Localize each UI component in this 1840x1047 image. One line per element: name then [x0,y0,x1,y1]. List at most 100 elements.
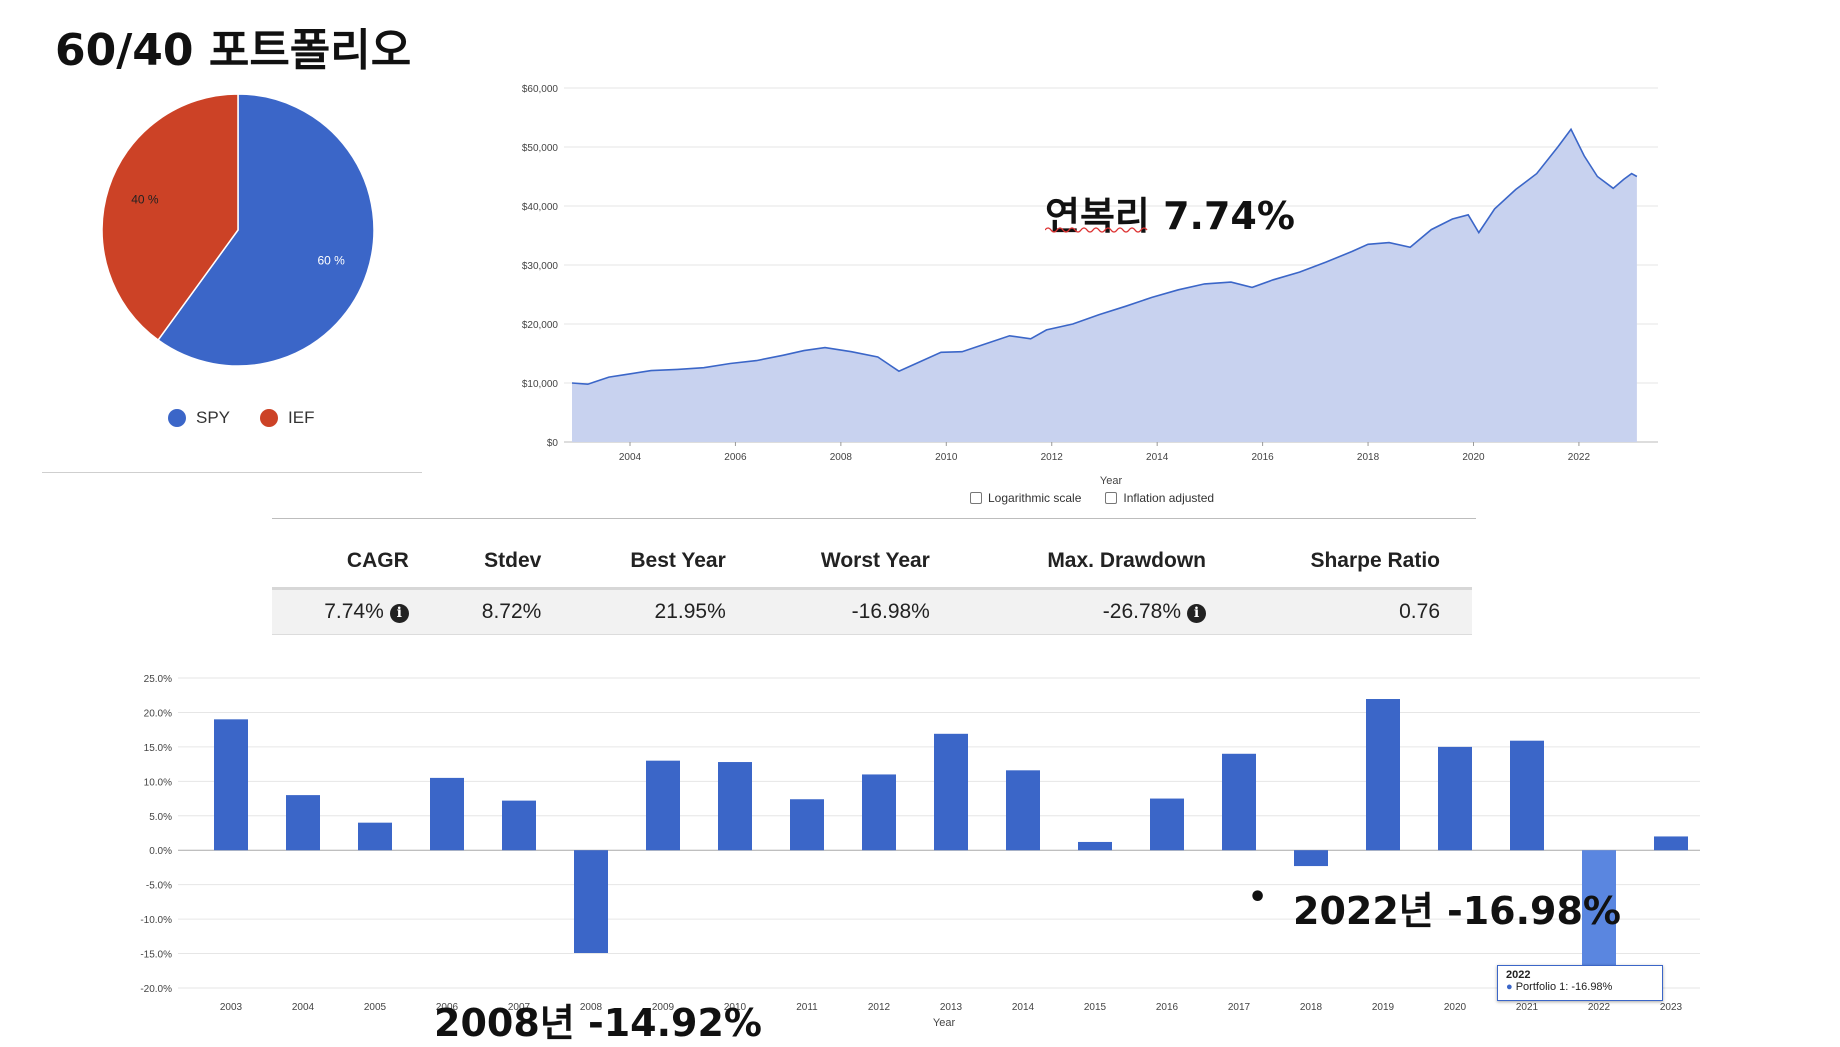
growth-ytick-label: $30,000 [522,261,559,272]
bar-2020 [1438,746,1472,851]
growth-series-line [571,127,1638,386]
bar-ytick-label: 15.0% [144,743,172,754]
bar-xtick-label: 2016 [1156,1002,1179,1013]
bar-x-axis-title: Year [933,1017,956,1029]
growth-area [572,129,1637,443]
annotation-2008: 2008년 -14.92% [434,1001,762,1045]
bar-xtick-label: 2006 [436,1002,459,1013]
bar-xtick-label: 2023 [1660,1002,1683,1013]
log-scale-checkbox[interactable]: Logarithmic scale [970,491,1081,505]
bar-xtick-label: 2003 [220,1002,243,1013]
bar-xtick-label: 2010 [724,1002,747,1013]
growth-xtick-label: 2022 [1568,452,1591,463]
value-max-drawdown: -26.78% i [961,588,1239,635]
value-cagr: 7.74% i [272,588,441,635]
bar-2022 [1582,850,1616,968]
bar-2013 [934,733,968,851]
bar-2007 [502,800,536,851]
growth-ytick-label: $40,000 [522,202,559,213]
bar-ytick-label: 0.0% [149,846,172,857]
stats-divider [272,518,1476,519]
info-icon[interactable]: i [389,604,409,623]
growth-xtick-label: 2014 [1146,452,1169,463]
legend-ief[interactable]: IEF [260,408,314,428]
tooltip-year: 2022 [1506,969,1531,981]
bar-2005 [358,822,392,851]
bar-ytick-label: 5.0% [149,812,172,823]
header-stdev: Stdev [440,533,574,590]
ief-swatch-icon [260,409,279,427]
pie-slice-ief [101,93,239,342]
bar-xtick-label: 2011 [796,1002,818,1013]
bar-xtick-label: 2019 [1372,1002,1395,1013]
stats-table: CAGR Stdev Best Year Worst Year Max. Dra… [272,533,1472,635]
bar-2008 [574,850,608,954]
bar-xtick-label: 2012 [868,1002,891,1013]
tooltip-series: ● Portfolio 1: -16.98% [1506,981,1654,993]
bar-xtick-label: 2021 [1516,1002,1539,1013]
legend-spy[interactable]: SPY [168,408,230,428]
bar-2004 [286,795,320,851]
growth-xtick-label: 2018 [1357,452,1380,463]
bar-ytick-label: -15.0% [140,950,172,961]
bar-xtick-label: 2020 [1444,1002,1467,1013]
inflation-checkbox[interactable]: Inflation adjusted [1105,491,1214,505]
tooltip-dot-icon: ● [1506,981,1513,993]
bar-xtick-label: 2018 [1300,1002,1323,1013]
growth-options: Logarithmic scale Inflation adjusted [970,491,1214,505]
growth-xtick-label: 2008 [830,452,853,463]
cagr-squiggle [1045,227,1148,233]
value-sharpe: 0.76 [1238,588,1472,635]
bar-2010 [718,762,752,851]
value-stdev: 8.72% [440,588,574,635]
bar-ytick-label: -20.0% [140,984,172,995]
annotation-2022: 2022년 -16.98% [1293,889,1621,933]
bar-2021 [1510,740,1544,851]
header-best-year: Best Year [573,533,758,590]
tooltip-text: Portfolio 1: -16.98% [1515,981,1613,993]
growth-xtick-label: 2010 [935,452,958,463]
bar-xtick-label: 2013 [940,1002,963,1013]
log-scale-box[interactable] [970,492,982,504]
bar-2003 [214,719,248,851]
spy-swatch-icon [168,409,186,427]
bar-xtick-label: 2007 [508,1002,531,1013]
bar-2018 [1294,850,1328,867]
bar-tooltip: 2022 ● Portfolio 1: -16.98% [1497,965,1663,1001]
pie-slice-spy [157,93,375,367]
legend-spy-label: SPY [196,408,231,427]
bar-2009 [646,760,680,851]
growth-xtick-label: 2006 [724,452,747,463]
bar-xtick-label: 2004 [292,1002,315,1013]
log-scale-label: Logarithmic scale [988,491,1082,505]
growth-x-axis-title: Year [1100,475,1123,487]
bullet-mark: • [1248,880,1268,915]
legend-ief-label: IEF [288,408,315,427]
growth-xtick-label: 2016 [1251,452,1274,463]
allocation-pie-chart: 60 % 40 % [101,93,375,367]
cagr-annotation: 연복리 7.74% [1045,194,1295,238]
page-title: 60/40 포트폴리오 [55,25,412,76]
header-cagr: CAGR [272,533,441,590]
bar-xtick-label: 2008 [580,1002,603,1013]
info-icon[interactable]: i [1187,604,1207,623]
portfolio-growth-chart: $0 $10,000 $20,000 $30,000 $40,000 $50,000 $60… [522,84,1658,487]
stats-header-row: CAGR Stdev Best Year Worst Year Max. Dra… [272,533,1472,590]
inflation-box[interactable] [1105,492,1118,504]
bar-2019 [1366,699,1400,851]
bar-xtick-label: 2005 [364,1002,387,1013]
bar-ytick-label: 20.0% [144,708,172,719]
stats-value-row: 7.74% i 8.72% 21.95% -16.98% -26.78% i 0.7… [272,588,1472,635]
growth-ytick-label: $60,000 [522,84,559,95]
bar-2017 [1222,753,1256,851]
value-worst-year: -16.98% [757,588,962,635]
growth-ytick-label: $10,000 [522,379,559,390]
pie-divider [42,472,422,473]
bar-2015 [1078,841,1112,851]
annual-returns-chart: -20.0% -15.0% -10.0% -5.0% 0.0% 5.0% 10.0% 15.0… [140,674,1700,1029]
growth-ytick-label: $0 [547,438,559,449]
growth-xtick-label: 2004 [619,452,642,463]
bar-2006 [430,777,464,851]
growth-ytick-label: $50,000 [522,143,559,154]
bar-2014 [1006,770,1040,851]
